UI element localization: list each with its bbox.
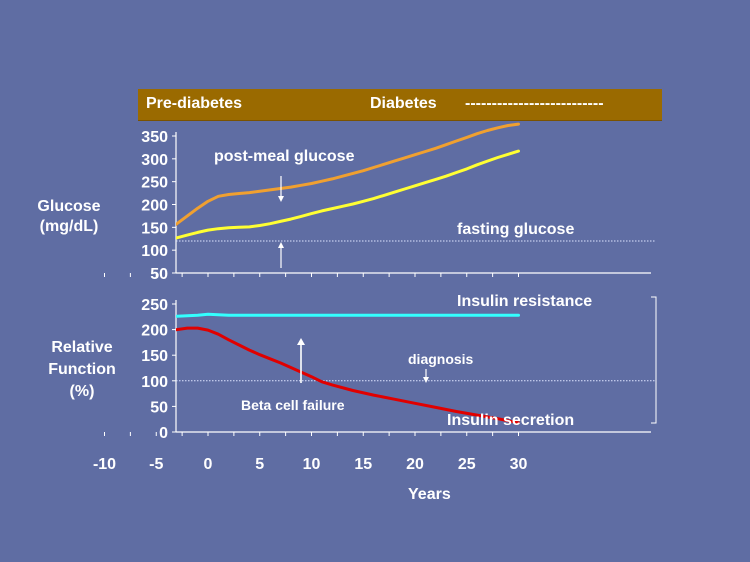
insulin-resistance-label: Insulin resistance: [457, 293, 592, 310]
x-tick-label: 10: [303, 456, 321, 473]
y-tick-label-1: 100: [141, 243, 168, 260]
y-tick-label-1: 50: [150, 266, 168, 283]
beta-cell-failure-label: Beta cell failure: [241, 397, 345, 413]
y-tick-label-2: 0: [159, 425, 168, 442]
annotation-layer: post-meal glucose fasting glucose Beta c…: [214, 148, 657, 503]
y-tick-label-1: 350: [141, 129, 168, 146]
y-tick-label-2: 50: [150, 399, 168, 416]
diagnosis-arrowhead-icon: [423, 377, 429, 383]
diagnosis-label: diagnosis: [408, 351, 474, 367]
series-line-fasting-glucose: [176, 149, 520, 240]
x-tick-label: -10: [93, 456, 116, 473]
banner-prediabetes-label: Pre-diabetes: [146, 95, 243, 112]
fasting-arrowhead-icon: [278, 242, 284, 248]
y-tick-label-1: 250: [141, 175, 168, 192]
x-tick-label: 0: [204, 456, 213, 473]
y-axis-title-glucose: Glucose (mg/dL): [37, 198, 100, 235]
x-tick-label: 5: [255, 456, 264, 473]
insulin-secretion-label: Insulin secretion: [447, 412, 574, 429]
y-tick-label-2: 250: [141, 297, 168, 314]
banner-dashes: --------------------------: [465, 95, 604, 112]
x-tick-label: 30: [510, 456, 528, 473]
x-tick-label: -5: [149, 456, 163, 473]
series-line-insulin-secretion: [176, 326, 520, 425]
series-line-post-meal-glucose: [176, 122, 520, 226]
y-tick-label-1: 300: [141, 152, 168, 169]
y-tick-label-1: 150: [141, 220, 168, 237]
banner-diabetes-label: Diabetes: [370, 95, 437, 112]
y-axis-title-function: Relative Function (%): [48, 339, 116, 400]
right-bracket: [651, 296, 657, 424]
post-meal-glucose-label: post-meal glucose: [214, 148, 355, 165]
y-tick-label-1: 200: [141, 198, 168, 215]
post-meal-arrowhead-icon: [278, 196, 284, 202]
stage-banner: Pre-diabetes Diabetes ------------------…: [138, 89, 662, 121]
y-tick-label-2: 200: [141, 323, 168, 340]
y-tick-label-2: 100: [141, 374, 168, 391]
y-tick-label-2: 150: [141, 348, 168, 365]
x-axis-title: Years: [408, 486, 451, 503]
beta-cell-arrowhead-icon: [297, 338, 305, 345]
x-tick-label: 25: [458, 456, 476, 473]
series-layer: [176, 122, 520, 425]
x-tick-label: 15: [354, 456, 372, 473]
x-tick-label: 20: [406, 456, 424, 473]
fasting-glucose-label: fasting glucose: [457, 221, 574, 238]
series-line-insulin-resistance: [176, 312, 520, 318]
